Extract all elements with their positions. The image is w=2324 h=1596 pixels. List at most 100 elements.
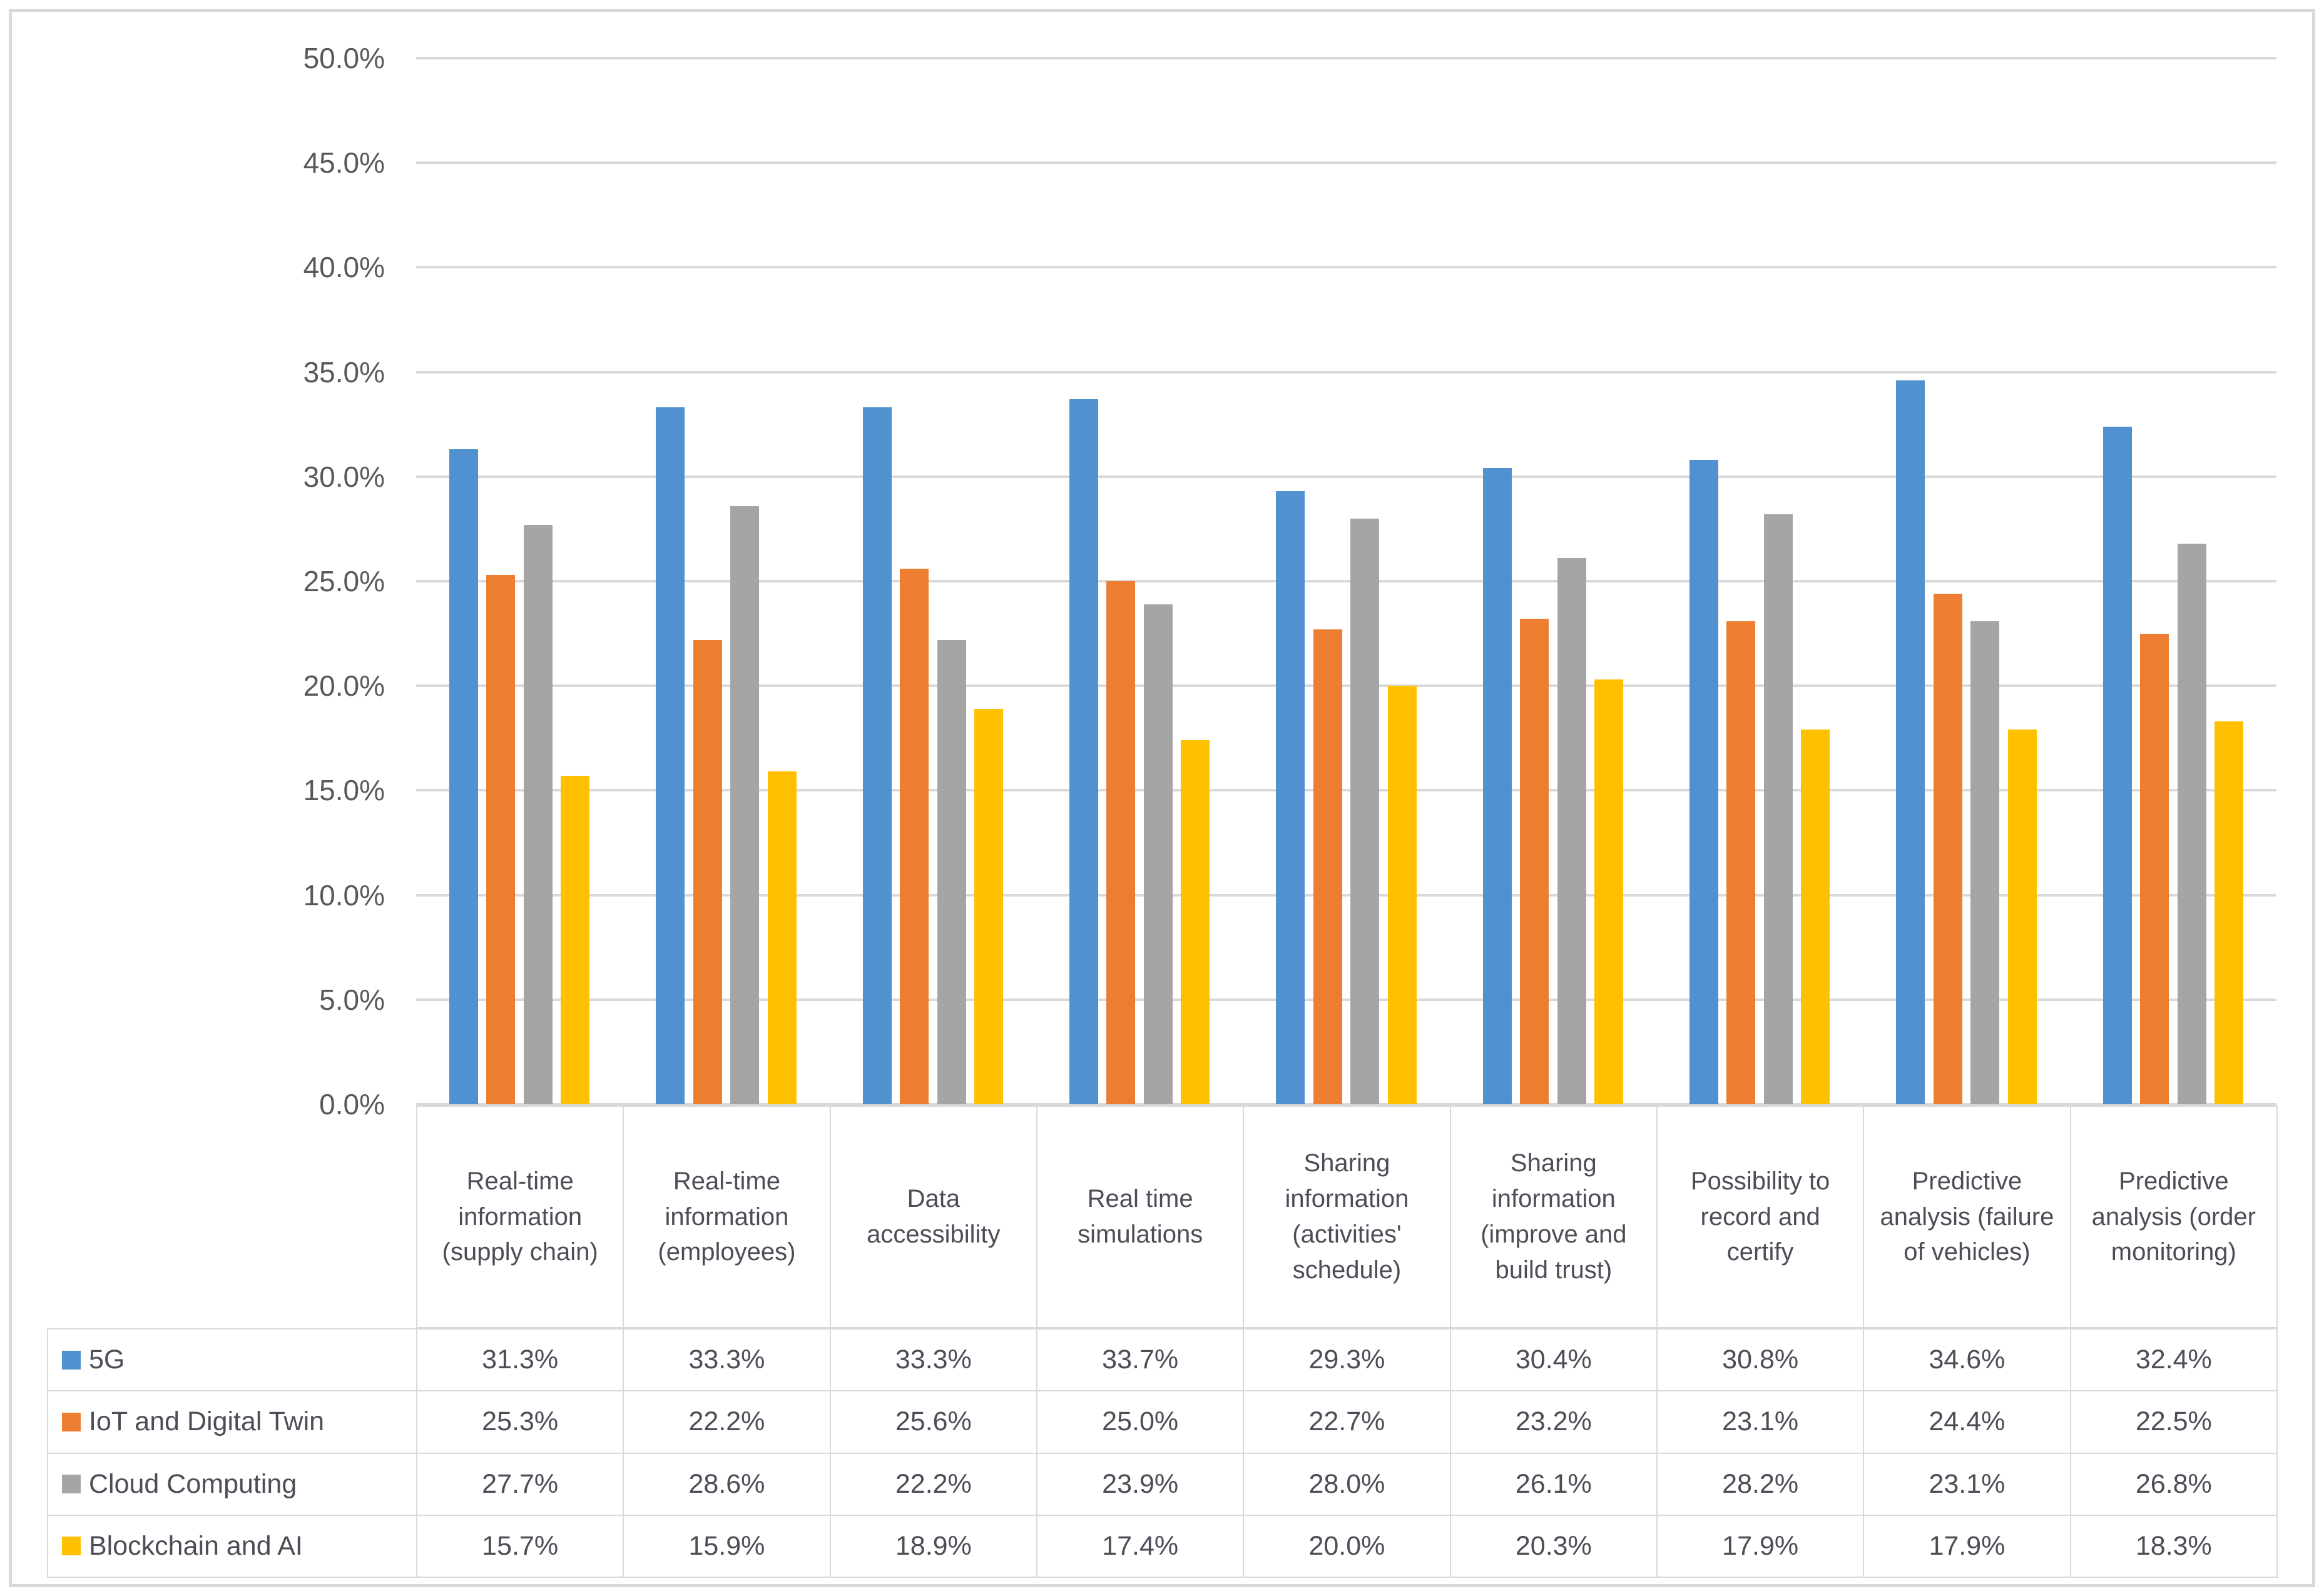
table-value-cell: 25.6% bbox=[829, 1390, 1037, 1454]
table-value-cell: 33.3% bbox=[623, 1328, 831, 1392]
bar-blockchain-and-ai-3 bbox=[1181, 740, 1210, 1104]
bar-5g-2 bbox=[862, 407, 892, 1104]
category-label: Data accessibility bbox=[867, 1185, 1001, 1248]
table-value-cell: 22.5% bbox=[2069, 1390, 2278, 1454]
series-key-swatch-cloud-computing bbox=[62, 1475, 81, 1494]
table-value-cell: 15.7% bbox=[416, 1514, 624, 1578]
y-axis-tick-label: 40.0% bbox=[303, 251, 385, 284]
category-header-cell: Sharing information (improve and build t… bbox=[1449, 1106, 1658, 1328]
bar-blockchain-and-ai-4 bbox=[1387, 686, 1417, 1104]
bar-5g-4 bbox=[1276, 491, 1305, 1104]
bar-blockchain-and-ai-7 bbox=[2007, 729, 2037, 1104]
bar-5g-3 bbox=[1069, 399, 1098, 1104]
bar-cloud-computing-8 bbox=[2177, 543, 2206, 1104]
category-label: Real-time information (supply chain) bbox=[442, 1167, 598, 1266]
gridline bbox=[416, 998, 2276, 1001]
y-axis-tick-label: 20.0% bbox=[303, 669, 385, 703]
series-key-swatch-iot-and-digital-twin bbox=[62, 1412, 81, 1431]
gridline bbox=[416, 789, 2276, 792]
category-label: Possibility to record and certify bbox=[1690, 1167, 1830, 1266]
bar-5g-7 bbox=[1896, 380, 1925, 1104]
y-axis-tick-label: 50.0% bbox=[303, 42, 385, 74]
gridline bbox=[416, 580, 2276, 582]
table-value-cell: 26.1% bbox=[1449, 1452, 1658, 1516]
category-label: Sharing information (improve and build t… bbox=[1481, 1149, 1627, 1284]
table-value-cell: 20.0% bbox=[1243, 1514, 1451, 1578]
table-value-cell: 33.3% bbox=[829, 1328, 1037, 1392]
gridline bbox=[416, 1103, 2276, 1106]
y-axis-tick-label: 25.0% bbox=[303, 565, 385, 597]
series-key-swatch-5g bbox=[62, 1350, 81, 1370]
table-value-cell: 17.4% bbox=[1036, 1514, 1245, 1578]
series-key-swatch-blockchain-and-ai bbox=[62, 1537, 81, 1556]
category-label: Predictive analysis (failure of vehicles… bbox=[1880, 1167, 2054, 1266]
bar-iot-and-digital-twin-7 bbox=[1933, 594, 1962, 1104]
series-name-label: IoT and Digital Twin bbox=[89, 1406, 325, 1437]
series-name-label: Blockchain and AI bbox=[89, 1530, 303, 1561]
category-header-cell: Real time simulations bbox=[1036, 1106, 1245, 1328]
table-value-cell: 24.4% bbox=[1863, 1390, 2071, 1454]
bar-5g-0 bbox=[449, 449, 478, 1104]
bar-blockchain-and-ai-5 bbox=[1594, 679, 1624, 1104]
bar-cloud-computing-5 bbox=[1557, 558, 1586, 1104]
bar-cloud-computing-0 bbox=[523, 524, 553, 1104]
table-value-cell: 26.8% bbox=[2069, 1452, 2278, 1516]
table-value-cell: 18.3% bbox=[2069, 1514, 2278, 1578]
table-value-cell: 28.2% bbox=[1656, 1452, 1865, 1516]
bar-blockchain-and-ai-0 bbox=[561, 776, 590, 1104]
bar-cloud-computing-1 bbox=[730, 506, 760, 1104]
category-header-cell: Real-time information (employees) bbox=[623, 1106, 831, 1328]
bar-iot-and-digital-twin-4 bbox=[1313, 629, 1342, 1104]
table-value-cell: 20.3% bbox=[1449, 1514, 1658, 1578]
table-value-cell: 17.9% bbox=[1863, 1514, 2071, 1578]
gridline bbox=[416, 370, 2276, 374]
bar-5g-1 bbox=[656, 407, 685, 1104]
category-header-cell: Real-time information (supply chain) bbox=[416, 1106, 624, 1328]
bar-iot-and-digital-twin-6 bbox=[1726, 621, 1756, 1104]
y-axis-tick-label: 45.0% bbox=[303, 146, 385, 180]
bar-iot-and-digital-twin-8 bbox=[2140, 633, 2169, 1104]
table-value-cell: 30.4% bbox=[1449, 1328, 1658, 1392]
bar-iot-and-digital-twin-2 bbox=[900, 568, 929, 1104]
bar-blockchain-and-ai-2 bbox=[974, 709, 1004, 1104]
y-axis-tick-label: 35.0% bbox=[303, 355, 385, 389]
y-axis-tick-label: 15.0% bbox=[303, 774, 385, 807]
gridline bbox=[416, 161, 2276, 165]
table-value-cell: 23.1% bbox=[1863, 1452, 2071, 1516]
table-value-cell: 22.2% bbox=[829, 1452, 1037, 1516]
y-axis-tick-label: 5.0% bbox=[319, 983, 385, 1016]
bar-5g-6 bbox=[1689, 460, 1718, 1104]
table-value-cell: 29.3% bbox=[1243, 1328, 1451, 1392]
bar-blockchain-and-ai-6 bbox=[1801, 729, 1830, 1104]
table-value-cell: 23.2% bbox=[1449, 1390, 1658, 1454]
table-value-cell: 15.9% bbox=[623, 1514, 831, 1578]
category-header-cell: Data accessibility bbox=[829, 1106, 1037, 1328]
gridline bbox=[416, 893, 2276, 897]
table-value-cell: 25.0% bbox=[1036, 1390, 1245, 1454]
series-name-label: 5G bbox=[89, 1344, 125, 1375]
table-value-cell: 32.4% bbox=[2069, 1328, 2278, 1392]
table-value-cell: 23.9% bbox=[1036, 1452, 1245, 1516]
gridline bbox=[416, 684, 2276, 688]
table-value-cell: 18.9% bbox=[829, 1514, 1037, 1578]
category-label: Sharing information (activities' schedul… bbox=[1285, 1149, 1409, 1284]
table-value-cell: 22.7% bbox=[1243, 1390, 1451, 1454]
category-header-cell: Predictive analysis (order monitoring) bbox=[2069, 1106, 2278, 1328]
bar-5g-8 bbox=[2102, 426, 2132, 1104]
bar-cloud-computing-6 bbox=[1763, 514, 1793, 1104]
table-value-cell: 25.3% bbox=[416, 1390, 624, 1454]
bar-cloud-computing-3 bbox=[1143, 604, 1173, 1104]
gridline bbox=[416, 475, 2276, 478]
bar-iot-and-digital-twin-3 bbox=[1106, 581, 1136, 1104]
legend-cell-iot-and-digital-twin: IoT and Digital Twin bbox=[47, 1390, 417, 1454]
bar-iot-and-digital-twin-1 bbox=[693, 639, 722, 1104]
bar-cloud-computing-7 bbox=[1970, 621, 2000, 1104]
legend-cell-5g: 5G bbox=[47, 1328, 417, 1392]
bar-iot-and-digital-twin-5 bbox=[1520, 619, 1549, 1104]
category-header-cell: Predictive analysis (failure of vehicles… bbox=[1863, 1106, 2071, 1328]
category-header-cell: Possibility to record and certify bbox=[1656, 1106, 1865, 1328]
gridline bbox=[416, 266, 2276, 269]
category-label: Predictive analysis (order monitoring) bbox=[2091, 1167, 2256, 1266]
table-value-cell: 27.7% bbox=[416, 1452, 624, 1516]
